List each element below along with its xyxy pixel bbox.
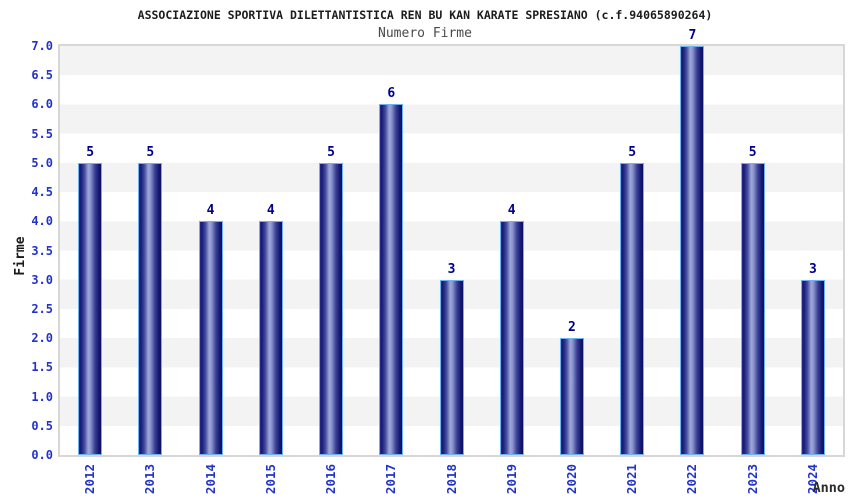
y-tick-label-3.0: 3.0 [31, 272, 53, 287]
x-tick-label-2017: 2017 [383, 463, 399, 495]
bar-2016 [319, 162, 344, 455]
x-tick-label-2021: 2021 [624, 463, 640, 495]
y-tick-label-4.0: 4.0 [31, 214, 53, 229]
bar-2013 [138, 162, 163, 455]
chart-subtitle: Numero Firme [378, 26, 472, 41]
y-tick-label-7.0: 7.0 [31, 39, 53, 53]
bar-value-label: 5 [86, 144, 95, 160]
plot-area [58, 44, 845, 457]
bar-value-label: 5 [748, 144, 757, 160]
chart-title: ASSOCIAZIONE SPORTIVA DILETTANTISTICA RE… [137, 8, 713, 22]
bar-2012 [78, 162, 103, 455]
bar-2021 [620, 162, 645, 455]
bar-value-label: 3 [808, 261, 817, 277]
bar-value-label: 2 [568, 320, 576, 336]
bar-value-label: 4 [206, 203, 215, 219]
y-tick-label-4.5: 4.5 [31, 185, 53, 200]
bar-2024 [800, 279, 825, 455]
bar-value-label: 4 [507, 203, 516, 219]
bar-2014 [198, 221, 223, 455]
x-tick-label-2015: 2015 [262, 463, 278, 495]
x-tick-label-2020: 2020 [563, 463, 579, 495]
bar-value-label: 5 [628, 144, 637, 160]
x-tick-label-2018: 2018 [443, 463, 459, 495]
y-axis-title: Firme [13, 236, 28, 276]
y-tick-label-5.5: 5.5 [31, 126, 53, 141]
y-tick-label-0.5: 0.5 [31, 418, 53, 433]
x-axis-title: Anno [812, 480, 845, 496]
x-tick-label-2023: 2023 [744, 463, 760, 495]
y-tick-label-3.5: 3.5 [31, 243, 53, 258]
bar-value-label: 5 [146, 144, 155, 160]
x-tick-label-2019: 2019 [503, 463, 519, 495]
bar-2017 [379, 104, 404, 455]
bar-2019 [499, 221, 524, 455]
y-tick-label-0.0: 0.0 [31, 448, 53, 462]
x-tick-label-2022: 2022 [684, 463, 700, 495]
y-tick-label-1.0: 1.0 [31, 389, 53, 404]
bar-value-label: 5 [327, 144, 335, 160]
bar-value-label: 4 [266, 203, 275, 219]
bar-value-label: 6 [387, 86, 396, 102]
y-tick-label-6.5: 6.5 [31, 68, 53, 83]
x-tick-label-2013: 2013 [142, 463, 158, 495]
bar-value-label: 3 [447, 261, 456, 277]
y-tick-label-1.5: 1.5 [31, 360, 53, 375]
bar-2018 [439, 279, 464, 455]
bar-2015 [258, 221, 283, 455]
x-tick-label-2014: 2014 [202, 463, 218, 495]
x-tick-label-2016: 2016 [323, 463, 339, 495]
y-tick-label-6.0: 6.0 [31, 97, 53, 112]
bar-2022 [680, 46, 705, 455]
x-tick-label-2012: 2012 [82, 463, 98, 495]
y-tick-label-2.5: 2.5 [31, 301, 53, 316]
bar-value-label: 7 [688, 28, 697, 43]
bar-2020 [559, 338, 584, 455]
bar-2023 [740, 162, 765, 455]
y-tick-label-5.0: 5.0 [31, 155, 53, 170]
y-tick-label-2.0: 2.0 [31, 331, 53, 346]
